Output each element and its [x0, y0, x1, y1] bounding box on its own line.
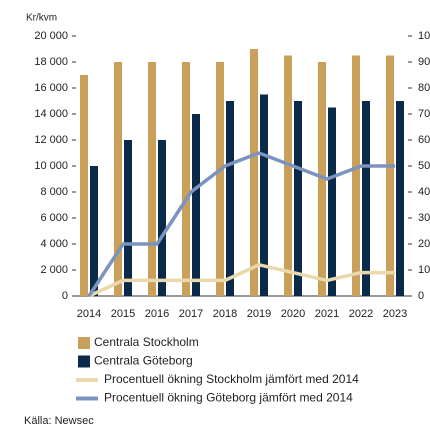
y2-tick-label: 90 — [418, 56, 430, 68]
x-tick-label: 2022 — [349, 308, 373, 320]
bar — [260, 94, 268, 296]
legend-label: Procentuell ökning Göteborg jämfört med … — [104, 391, 353, 405]
y2-tick-label: 80 — [418, 82, 430, 94]
x-tick-label: 2014 — [77, 308, 101, 320]
bar — [386, 55, 394, 296]
y-tick-label: 16 000 — [34, 82, 68, 94]
x-tick-label: 2017 — [179, 308, 203, 320]
legend-label: Procentuell ökning Stockholm jämfört med… — [104, 372, 359, 386]
bar — [362, 101, 370, 296]
line — [87, 151, 395, 297]
line — [88, 263, 395, 298]
x-tick-label: 2016 — [145, 308, 169, 320]
bar — [328, 107, 336, 296]
bar — [192, 114, 200, 296]
bar — [226, 101, 234, 296]
legend-label: Centrala Göteborg — [94, 354, 193, 368]
y2-tick-label: 60 — [418, 134, 430, 146]
y-tick-label: 12 000 — [34, 134, 68, 146]
bar — [250, 49, 258, 296]
y2-tick-label: 50 — [418, 160, 430, 172]
bar — [216, 62, 224, 296]
y2-tick-label: 30 — [418, 212, 430, 224]
bar — [318, 62, 326, 296]
bar — [124, 140, 132, 296]
y2-tick-label: 70 — [418, 108, 430, 120]
y2-tick-label: 10 — [418, 264, 430, 276]
y-tick-label: 2 000 — [40, 264, 68, 276]
legend-swatch — [78, 337, 90, 349]
x-tick-label: 2018 — [213, 308, 237, 320]
bar — [182, 62, 190, 296]
x-tick-label: 2021 — [315, 308, 339, 320]
bar — [284, 55, 292, 296]
bar — [352, 55, 360, 296]
y-tick-label: 20 000 — [34, 30, 68, 42]
legend-label: Centrala Stockholm — [94, 335, 199, 349]
bar — [294, 101, 302, 296]
y2-tick-label: 20 — [418, 238, 430, 250]
bar — [80, 75, 88, 296]
x-tick-label: 2023 — [383, 308, 407, 320]
x-tick-label: 2019 — [247, 308, 271, 320]
bar — [148, 62, 156, 296]
source: Källa: Newsec — [24, 415, 94, 427]
y2-tick-label: 100 — [418, 30, 430, 42]
y2-tick-label: 40 — [418, 186, 430, 198]
bar — [90, 166, 98, 296]
y2-tick-label: 0 — [418, 290, 424, 302]
legend-swatch — [78, 355, 90, 368]
y-tick-label: 14 000 — [34, 108, 68, 120]
y-tick-label: 4 000 — [40, 238, 68, 250]
bar — [114, 62, 122, 296]
y-tick-label: 0 — [62, 290, 68, 302]
bar — [396, 101, 404, 296]
bar — [158, 140, 166, 296]
y-tick-label: 10 000 — [34, 160, 68, 172]
y-tick-label: 18 000 — [34, 56, 68, 68]
x-tick-label: 2015 — [111, 308, 135, 320]
y-tick-label: 8 000 — [40, 186, 68, 198]
y-tick-label: 6 000 — [40, 212, 68, 224]
x-tick-label: 2020 — [281, 308, 305, 320]
y-axis-label: Kr/kvm — [26, 13, 57, 24]
